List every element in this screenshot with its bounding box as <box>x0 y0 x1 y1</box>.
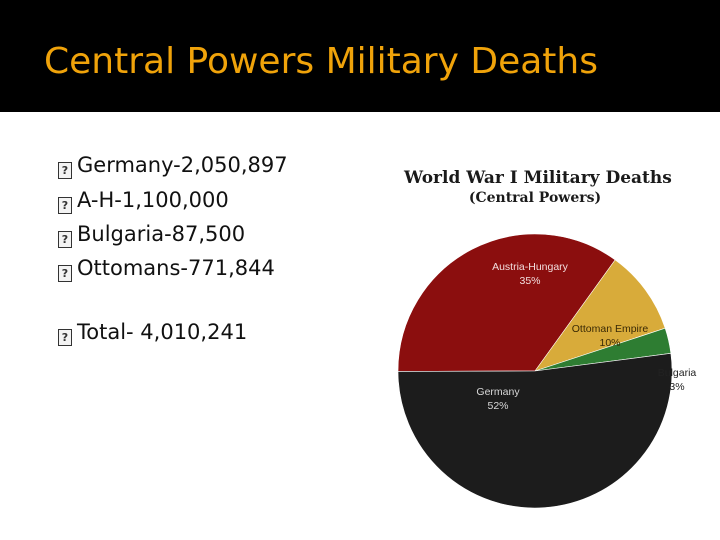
bullet-item-total: ? Total- 4,010,241 <box>58 317 247 347</box>
slice-percent-bulgaria: 3% <box>669 381 684 393</box>
pie-slice-ottoman-empire <box>534 259 666 372</box>
bullet-text: Germany-2,050,897 <box>77 153 288 177</box>
bullet-text: Ottomans-771,844 <box>77 256 275 280</box>
bullet-item-germany: ? Germany-2,050,897 <box>58 150 288 180</box>
bullet-text: Bulgaria-87,500 <box>77 222 246 246</box>
slice-percent-ottoman-empire: 10% <box>599 337 620 349</box>
missing-glyph-box-icon: ? <box>58 265 72 282</box>
bullet-item-bulgaria: ? Bulgaria-87,500 <box>58 219 245 249</box>
slice-label-ottoman-empire: Ottoman Empire <box>572 323 649 335</box>
bullet-text: A-H-1,100,000 <box>77 188 229 212</box>
chart-title: World War I Military Deaths <box>404 168 672 188</box>
chart-subtitle: (Central Powers) <box>468 190 602 206</box>
slice-label-bulgaria: Bulgaria <box>658 367 697 379</box>
missing-glyph-box-icon: ? <box>58 197 72 214</box>
missing-glyph-box-icon: ? <box>58 162 72 179</box>
bullet-text: Total- 4,010,241 <box>77 320 248 344</box>
slice-label-austria-hungary: Austria-Hungary <box>492 261 569 273</box>
pie-slice-germany <box>397 353 673 509</box>
missing-glyph-box-icon: ? <box>58 231 72 248</box>
pie-slice-austria-hungary <box>397 233 616 372</box>
slice-label-germany: Germany <box>476 386 520 398</box>
title-bar <box>0 0 720 112</box>
bullet-item-austria-hungary: ? A-H-1,100,000 <box>58 185 229 215</box>
slide-title: Central Powers Military Deaths <box>44 41 598 82</box>
slice-percent-austria-hungary: 35% <box>519 275 540 287</box>
slice-percent-germany: 52% <box>487 400 508 412</box>
missing-glyph-box-icon: ? <box>58 329 72 346</box>
bullet-item-ottomans: ? Ottomans-771,844 <box>58 253 275 283</box>
